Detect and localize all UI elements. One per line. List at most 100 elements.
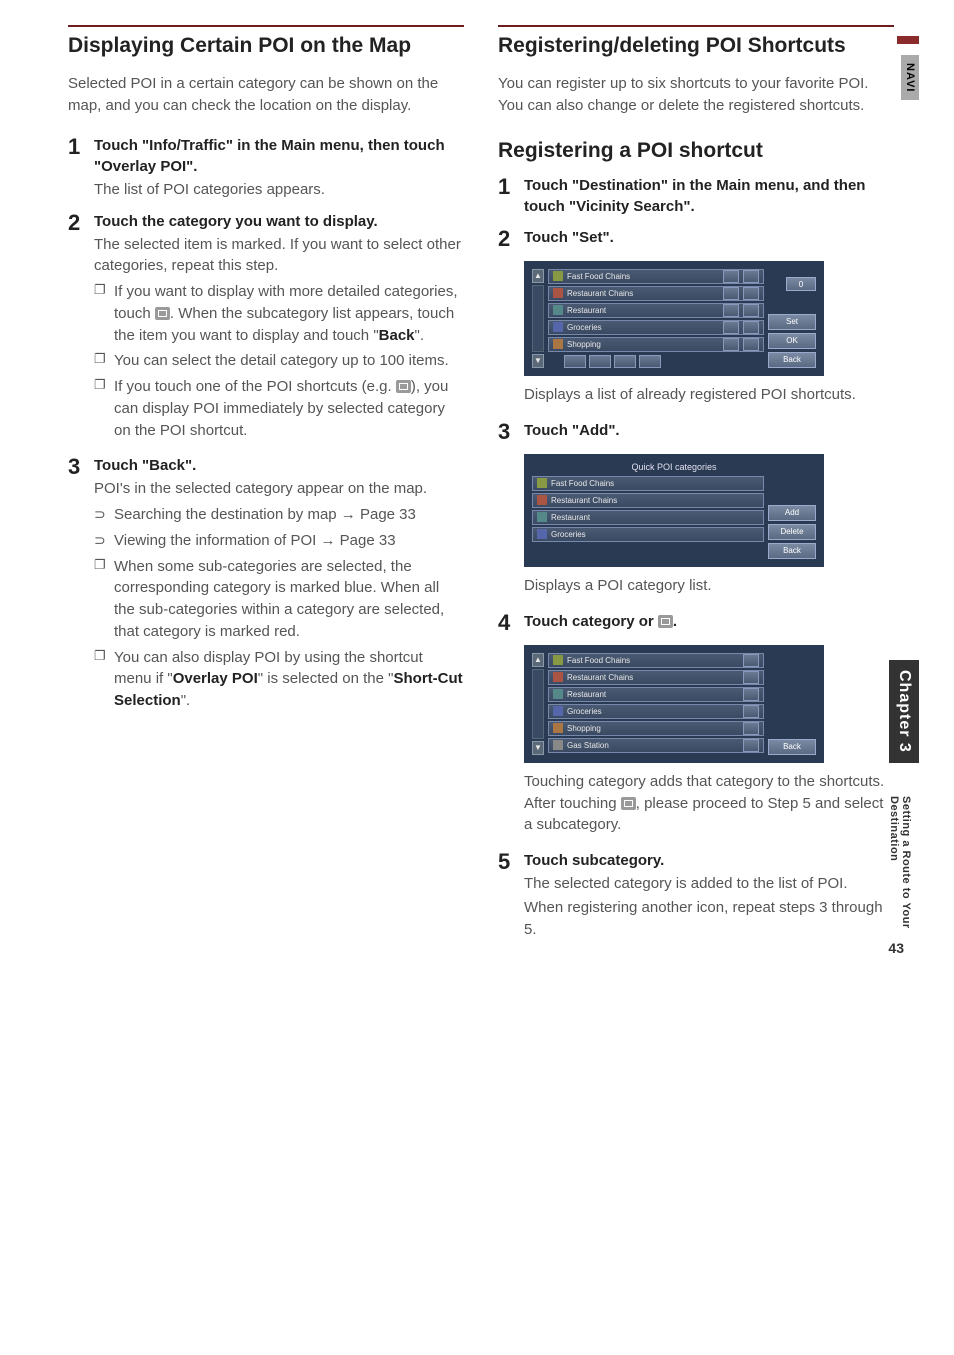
category-icon [553, 655, 563, 665]
set-button[interactable]: Set [768, 314, 816, 330]
expand-icon[interactable] [743, 270, 759, 283]
icon-button[interactable] [614, 355, 636, 368]
r-step-2-after: Displays a list of already registered PO… [524, 384, 894, 406]
r-step-2-title: Touch "Set". [524, 227, 894, 248]
subcategory-icon [155, 307, 170, 320]
r-step-4-title: Touch category or . [524, 611, 894, 632]
step-number: 4 [498, 611, 524, 635]
r-step-3: 3 Touch "Add". [498, 420, 894, 444]
step-number: 1 [68, 135, 94, 201]
category-icon [553, 288, 563, 298]
expand-icon[interactable] [743, 321, 759, 334]
r-step-3-after: Displays a POI category list. [524, 575, 894, 597]
step-2-title: Touch the category you want to display. [94, 211, 464, 232]
expand-icon[interactable] [743, 705, 759, 718]
r-step-5-title: Touch subcategory. [524, 850, 894, 871]
step-number: 1 [498, 175, 524, 217]
two-column-layout: Displaying Certain POI on the Map Select… [68, 25, 894, 950]
step-3-desc: POI's in the selected category appear on… [94, 478, 464, 500]
list-item[interactable]: Restaurant [548, 303, 764, 318]
scroll-up-icon[interactable]: ▲ [532, 653, 544, 667]
step-2-desc: The selected item is marked. If you want… [94, 234, 464, 278]
count-badge: 0 [786, 277, 816, 291]
expand-icon[interactable] [743, 722, 759, 735]
list-item[interactable]: Restaurant Chains [548, 286, 764, 301]
list-item[interactable]: Restaurant [548, 687, 764, 702]
delete-button[interactable]: Delete [768, 524, 816, 540]
list-item[interactable]: Shopping [548, 337, 764, 352]
category-icon [537, 478, 547, 488]
list-item[interactable]: Groceries [548, 704, 764, 719]
expand-icon[interactable] [743, 739, 759, 752]
ref-link: Viewing the information of POI → Page 33 [94, 530, 464, 552]
r-step-1-title: Touch "Destination" in the Main menu, an… [524, 175, 894, 217]
check-icon[interactable] [723, 270, 739, 283]
category-icon [553, 706, 563, 716]
list-item[interactable]: Groceries [532, 527, 764, 542]
expand-icon[interactable] [743, 338, 759, 351]
scroll-track[interactable] [532, 285, 544, 352]
list-item[interactable]: Restaurant Chains [532, 493, 764, 508]
screenshot-set: ▲ ▼ Fast Food Chains Restaurant Chains R… [524, 261, 824, 376]
step-3: 3 Touch "Back". POI's in the selected ca… [68, 455, 464, 716]
r-step-1: 1 Touch "Destination" in the Main menu, … [498, 175, 894, 217]
r-step-5: 5 Touch subcategory. The selected catego… [498, 850, 894, 940]
add-button[interactable]: Add [768, 505, 816, 521]
poi-list: Fast Food Chains Restaurant Chains Resta… [532, 476, 764, 559]
subheading-register: Registering a POI shortcut [498, 139, 894, 163]
scrollbar[interactable]: ▲ ▼ [532, 653, 544, 755]
step-3-title: Touch "Back". [94, 455, 464, 476]
button-column: Back [768, 653, 816, 755]
scroll-down-icon[interactable]: ▼ [532, 741, 544, 755]
shot-title: Quick POI categories [532, 462, 816, 472]
ref-link: Searching the destination by map → Page … [94, 504, 464, 526]
scroll-up-icon[interactable]: ▲ [532, 269, 544, 283]
check-icon[interactable] [723, 304, 739, 317]
step-3-bullets: When some sub-categories are selected, t… [94, 556, 464, 712]
r-step-5-desc2: When registering another icon, repeat st… [524, 897, 894, 941]
poi-shortcut-icon [396, 380, 411, 393]
check-icon[interactable] [723, 338, 739, 351]
subcategory-icon [658, 615, 673, 628]
scroll-track[interactable] [532, 669, 544, 739]
step-number: 5 [498, 850, 524, 940]
bottom-icon-row [564, 355, 764, 368]
list-item[interactable]: Groceries [548, 320, 764, 335]
screenshot-category: ▲ ▼ Fast Food Chains Restaurant Chains R… [524, 645, 824, 763]
expand-icon[interactable] [743, 688, 759, 701]
check-icon[interactable] [723, 287, 739, 300]
icon-button[interactable] [589, 355, 611, 368]
list-item[interactable]: Restaurant Chains [548, 670, 764, 685]
back-button[interactable]: Back [768, 543, 816, 559]
scrollbar[interactable]: ▲ ▼ [532, 269, 544, 368]
subcategory-icon [621, 797, 636, 810]
expand-icon[interactable] [743, 671, 759, 684]
heading-left: Displaying Certain POI on the Map [68, 25, 464, 59]
intro-right: You can register up to six shortcuts to … [498, 73, 894, 117]
back-button[interactable]: Back [768, 352, 816, 368]
intro-left: Selected POI in a certain category can b… [68, 73, 464, 117]
poi-list: Fast Food Chains Restaurant Chains Resta… [548, 269, 764, 368]
step-1-title: Touch "Info/Traffic" in the Main menu, t… [94, 135, 464, 177]
scroll-down-icon[interactable]: ▼ [532, 354, 544, 368]
back-button[interactable]: Back [768, 739, 816, 755]
list-item[interactable]: Fast Food Chains [548, 269, 764, 284]
expand-icon[interactable] [743, 304, 759, 317]
expand-icon[interactable] [743, 287, 759, 300]
category-icon [553, 305, 563, 315]
category-icon [537, 512, 547, 522]
ok-button[interactable]: OK [768, 333, 816, 349]
check-icon[interactable] [723, 321, 739, 334]
icon-button[interactable] [564, 355, 586, 368]
list-item[interactable]: Fast Food Chains [532, 476, 764, 491]
category-icon [553, 271, 563, 281]
screenshot-add: Quick POI categories Fast Food Chains Re… [524, 454, 824, 567]
list-item[interactable]: Fast Food Chains [548, 653, 764, 668]
list-item[interactable]: Restaurant [532, 510, 764, 525]
icon-button[interactable] [639, 355, 661, 368]
list-item[interactable]: Gas Station [548, 738, 764, 753]
category-icon [553, 740, 563, 750]
category-icon [553, 672, 563, 682]
list-item[interactable]: Shopping [548, 721, 764, 736]
expand-icon[interactable] [743, 654, 759, 667]
